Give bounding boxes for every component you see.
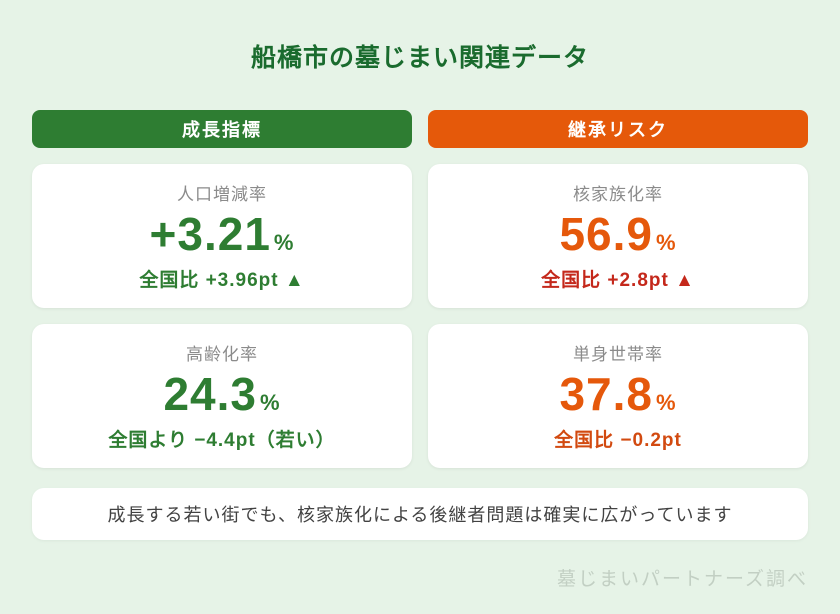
stat-card-population-change: 人口増減率 +3.21% 全国比 +3.96pt ▲ (32, 164, 412, 308)
stat-unit: % (273, 229, 295, 255)
page-title: 船橋市の墓じまい関連データ (250, 44, 589, 72)
stat-unit: % (259, 389, 281, 415)
stat-unit: % (655, 389, 677, 415)
stat-card-aging-rate: 高齢化率 24.3% 全国より −4.4pt（若い） (32, 324, 412, 468)
stats-grid: 成長指標 継承リスク 人口増減率 +3.21% 全国比 +3.96pt ▲ 核家… (32, 110, 808, 468)
stat-unit: % (655, 229, 677, 255)
stat-value: 37.8% (559, 369, 676, 420)
column-header-growth: 成長指標 (32, 110, 412, 148)
stat-card-nuclear-family-rate: 核家族化率 56.9% 全国比 +2.8pt ▲ (428, 164, 808, 308)
stat-label: 人口増減率 (177, 184, 267, 204)
stat-card-single-household-rate: 単身世帯率 37.8% 全国比 −0.2pt (428, 324, 808, 468)
summary-bar: 成長する若い街でも、核家族化による後継者問題は確実に広がっています (32, 488, 808, 540)
stat-number: +3.21 (149, 207, 271, 260)
stat-note: 全国比 +3.96pt ▲ (139, 270, 305, 292)
stat-note: 全国比 +2.8pt ▲ (541, 270, 695, 292)
stat-number: 37.8 (559, 367, 653, 420)
infographic-root: 船橋市の墓じまい関連データ 成長指標 継承リスク 人口増減率 +3.21% 全国… (0, 40, 840, 614)
column-header-succession-risk: 継承リスク (428, 110, 808, 148)
stat-note: 全国比 −0.2pt (554, 430, 682, 452)
stat-value: 24.3% (163, 369, 280, 420)
stat-note: 全国より −4.4pt（若い） (108, 430, 336, 452)
stat-label: 高齢化率 (186, 344, 258, 364)
footer-credit: 墓じまいパートナーズ調べ (556, 569, 808, 590)
stat-label: 単身世帯率 (573, 344, 663, 364)
stat-label: 核家族化率 (573, 184, 663, 204)
stat-value: +3.21% (150, 209, 295, 260)
stat-value: 56.9% (559, 209, 676, 260)
stat-number: 24.3 (163, 367, 257, 420)
stat-number: 56.9 (559, 207, 653, 260)
